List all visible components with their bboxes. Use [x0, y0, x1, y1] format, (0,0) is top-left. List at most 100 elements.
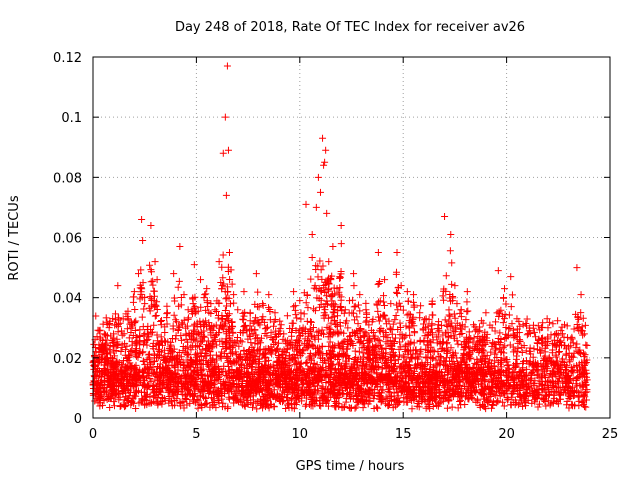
background-point [456, 309, 464, 317]
background-point [474, 359, 482, 367]
background-point [326, 370, 334, 378]
background-point [203, 297, 211, 305]
background-point [380, 311, 388, 319]
background-point [442, 272, 450, 280]
background-point [152, 301, 160, 309]
background-point [429, 336, 437, 344]
background-point [464, 307, 472, 315]
background-point [497, 363, 505, 371]
background-point [457, 325, 465, 333]
background-point [394, 306, 402, 314]
background-point [581, 403, 589, 411]
background-point [248, 364, 256, 372]
background-point [439, 292, 447, 300]
background-point [196, 360, 204, 368]
background-point [297, 309, 305, 317]
background-point [359, 404, 367, 412]
background-point [154, 337, 162, 345]
background-point [502, 323, 510, 331]
background-point [304, 337, 312, 345]
background-point [114, 314, 122, 322]
background-point [581, 351, 589, 359]
background-point [388, 330, 396, 338]
background-point [155, 340, 163, 348]
background-point [150, 321, 158, 329]
background-point [392, 288, 400, 296]
background-point [506, 382, 514, 390]
background-point [497, 306, 505, 314]
background-point [117, 347, 125, 355]
background-point [200, 294, 208, 302]
background-point [378, 345, 386, 353]
background-point [211, 332, 219, 340]
data-points-layer [89, 62, 591, 413]
background-point [249, 403, 257, 411]
background-point [392, 312, 400, 320]
background-point [530, 345, 538, 353]
background-point [542, 402, 550, 410]
background-point [324, 314, 332, 322]
background-point [90, 340, 98, 348]
background-point [583, 396, 591, 404]
background-point [110, 398, 118, 406]
background-point [121, 402, 129, 410]
background-point [583, 341, 591, 349]
background-point [228, 318, 236, 326]
background-point [335, 288, 343, 296]
background-point [581, 321, 589, 329]
background-point [276, 325, 284, 333]
background-point [214, 396, 222, 404]
background-point [253, 405, 261, 413]
background-point [208, 399, 216, 407]
background-point [448, 322, 456, 330]
background-point [580, 330, 588, 338]
background-point [196, 342, 204, 350]
background-point [202, 290, 210, 298]
background-point [240, 323, 248, 331]
background-point [362, 299, 370, 307]
background-point [326, 338, 334, 346]
background-point [213, 341, 221, 349]
background-point [530, 328, 538, 336]
background-point [441, 316, 449, 324]
background-point [124, 307, 132, 315]
background-point [376, 328, 384, 336]
background-point [391, 334, 399, 342]
background-point [394, 356, 402, 364]
background-point [293, 347, 301, 355]
background-point [507, 303, 515, 311]
background-point [448, 280, 456, 288]
background-point [189, 342, 197, 350]
background-point [460, 356, 468, 364]
background-point [522, 347, 530, 355]
background-point [236, 337, 244, 345]
background-point [582, 403, 590, 411]
background-point [219, 251, 227, 259]
background-point [353, 313, 361, 321]
background-point [397, 302, 405, 310]
background-point [337, 293, 345, 301]
background-point [558, 374, 566, 382]
background-point [289, 355, 297, 363]
background-point [152, 311, 160, 319]
background-point [448, 259, 456, 267]
background-point [102, 314, 110, 322]
background-point [125, 334, 133, 342]
background-point [529, 324, 537, 332]
background-point [484, 398, 492, 406]
background-point [139, 348, 147, 356]
background-point [147, 329, 155, 337]
background-point [216, 324, 224, 332]
background-point [289, 319, 297, 327]
background-point [365, 336, 373, 344]
background-point [313, 361, 321, 369]
background-point [303, 358, 311, 366]
background-point [410, 301, 418, 309]
background-point [574, 348, 582, 356]
background-point [554, 317, 562, 325]
background-point [570, 392, 578, 400]
background-point [237, 360, 245, 368]
background-point [297, 315, 305, 323]
background-point [217, 278, 225, 286]
